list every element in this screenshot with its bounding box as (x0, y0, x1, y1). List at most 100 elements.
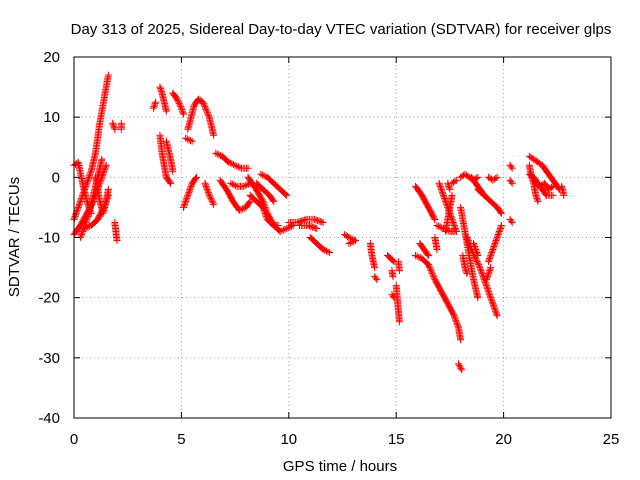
data-point-marks (111, 219, 121, 245)
data-point-marks (253, 179, 278, 205)
data-point-marks (412, 182, 439, 223)
data-point-marks (482, 264, 495, 284)
data-track (431, 234, 441, 254)
y-tick-label: -20 (38, 290, 60, 307)
data-point-marks (182, 134, 196, 145)
data-point-marks (306, 234, 334, 257)
data-track (246, 191, 282, 229)
data-point-marks (457, 203, 482, 302)
data-points (70, 71, 568, 374)
data-track (169, 89, 188, 118)
data-track (306, 234, 334, 257)
data-track (212, 149, 252, 172)
data-point-marks (212, 149, 252, 172)
data-track (506, 176, 516, 187)
data-point-marks (394, 258, 403, 275)
data-track (285, 215, 327, 226)
data-point-marks (457, 170, 482, 184)
data-point-marks (180, 173, 200, 211)
data-track (150, 98, 160, 112)
data-point-marks (345, 237, 359, 247)
data-track (227, 179, 254, 190)
grid-lines (74, 57, 611, 418)
data-track (117, 119, 125, 133)
y-tick-label: 0 (52, 169, 60, 186)
data-point-marks (257, 170, 291, 199)
data-point-marks (366, 240, 379, 272)
data-track (457, 203, 482, 302)
data-track (109, 119, 119, 133)
y-tick-label: -40 (38, 410, 60, 427)
data-point-marks (150, 98, 160, 112)
data-track (296, 222, 321, 232)
data-track (162, 137, 177, 175)
data-track (525, 152, 563, 193)
data-point-marks (558, 182, 568, 199)
y-axis-ticks: -40 -30 -20 -10 0 10 20 (38, 49, 611, 427)
data-point-marks (371, 273, 381, 284)
data-track (558, 182, 568, 199)
data-track (156, 83, 170, 115)
x-axis-label: GPS time / hours (283, 458, 397, 475)
data-track (412, 252, 465, 344)
data-point-marks (216, 176, 254, 214)
data-point-marks (392, 282, 403, 326)
data-track (442, 191, 456, 235)
x-tick-label: 5 (177, 431, 185, 448)
data-point-marks (506, 215, 516, 226)
data-track (392, 282, 403, 326)
data-point-marks (506, 176, 516, 187)
y-tick-label: -30 (38, 350, 60, 367)
data-track (482, 264, 495, 284)
data-track (455, 360, 466, 374)
data-track (388, 291, 398, 302)
x-axis-ticks: 0 5 10 15 20 25 (70, 57, 620, 448)
data-point-marks (431, 234, 441, 254)
data-track (444, 179, 454, 193)
data-track (366, 240, 379, 272)
data-track (253, 179, 278, 205)
data-track (201, 179, 218, 208)
data-track (506, 215, 516, 226)
y-tick-label: -10 (38, 230, 60, 247)
data-track (92, 173, 112, 217)
y-tick-label: 20 (43, 49, 60, 66)
data-point-marks (162, 137, 177, 175)
data-track (180, 173, 200, 211)
data-point-marks (384, 252, 398, 266)
data-track (532, 179, 557, 193)
x-tick-label: 15 (388, 431, 405, 448)
data-track (416, 240, 432, 260)
data-track (485, 221, 505, 266)
data-track (470, 240, 482, 260)
data-point-marks (455, 360, 466, 374)
data-point-marks (459, 252, 471, 278)
data-point-marks (285, 215, 327, 226)
data-point-marks (532, 179, 557, 193)
data-point-marks (169, 89, 188, 118)
data-point-marks (246, 191, 282, 229)
data-track (448, 176, 460, 187)
data-track (388, 267, 397, 281)
data-track (457, 170, 482, 184)
data-track (394, 258, 403, 275)
data-point-marks (485, 221, 505, 266)
data-point-marks (92, 173, 112, 217)
data-point-marks (109, 119, 119, 133)
data-point-marks (388, 267, 397, 281)
data-track (184, 95, 218, 139)
data-track (257, 170, 291, 199)
data-point-marks (388, 291, 398, 302)
data-track (485, 173, 501, 184)
x-tick-label: 25 (603, 431, 620, 448)
data-track (156, 131, 175, 187)
data-point-marks (156, 131, 175, 187)
data-track (384, 252, 398, 266)
data-point-marks (444, 179, 454, 193)
data-point-marks (485, 173, 501, 184)
data-point-marks (448, 176, 460, 187)
data-point-marks (442, 191, 456, 235)
data-track (345, 237, 359, 247)
data-track (459, 252, 471, 278)
